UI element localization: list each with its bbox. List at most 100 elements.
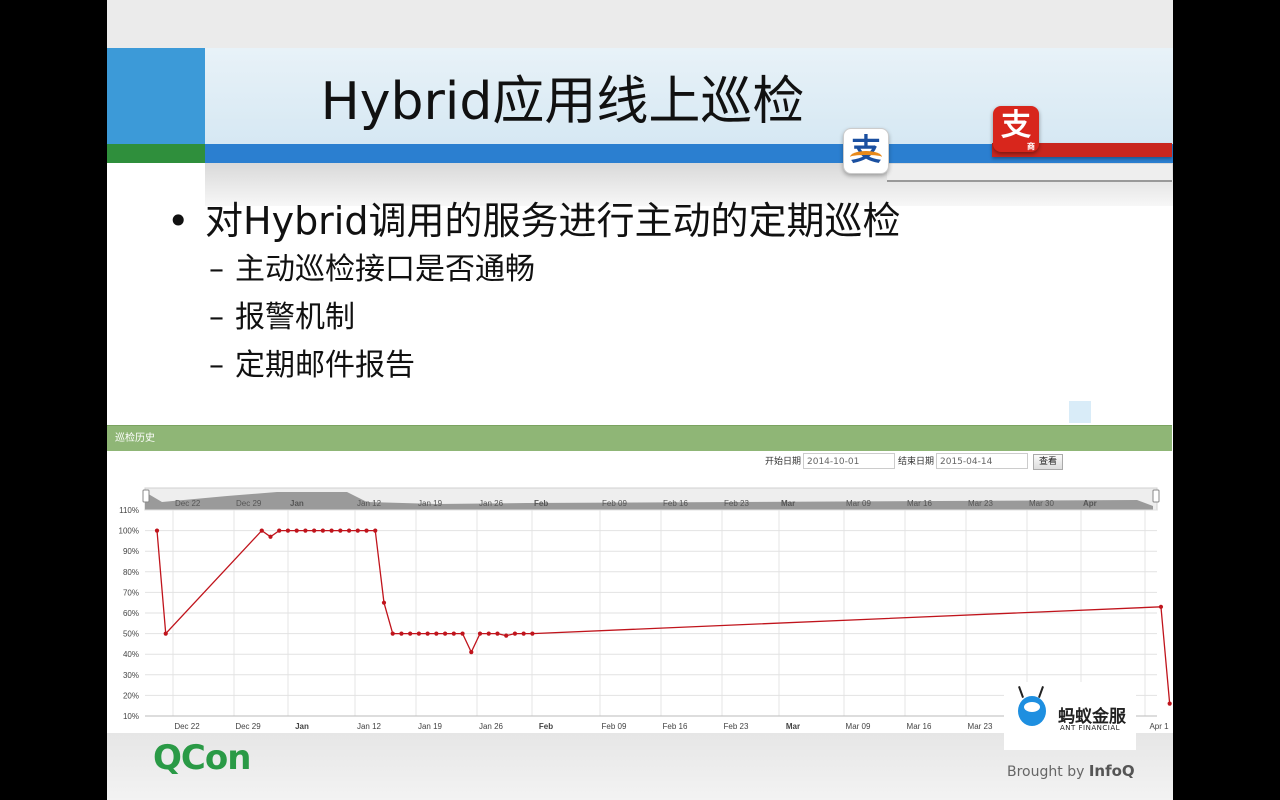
data-point: [416, 631, 421, 636]
start-date-label: 开始日期: [765, 457, 802, 467]
end-date-label: 结束日期: [898, 457, 935, 467]
navigator-tick-label: Dec 22: [175, 499, 201, 508]
qcon-logo: QCon: [153, 738, 251, 778]
data-point: [294, 528, 299, 533]
navigator-tick-label: Feb 16: [663, 499, 688, 508]
data-point: [154, 528, 160, 533]
navigator-tick-label: Apr: [1083, 499, 1097, 508]
x-tick-label: Mar 16: [907, 722, 932, 731]
data-point: [277, 528, 282, 533]
data-point: [303, 528, 308, 533]
x-tick-label: Feb 16: [663, 722, 688, 731]
brought-by: Brought by InfoQ: [1007, 762, 1135, 780]
x-tick-label: Dec 29: [235, 722, 261, 731]
series-line: [156, 529, 1171, 704]
data-point: [373, 528, 378, 533]
bullet-list: • 对Hybrid调用的服务进行主动的定期巡检 – 主动巡检接口是否通畅 – 报警机制…: [167, 196, 901, 390]
bullet-main: • 对Hybrid调用的服务进行主动的定期巡检: [167, 199, 901, 243]
x-tick-label: Mar 09: [846, 722, 871, 731]
y-tick-label: 70%: [123, 588, 139, 597]
x-tick-label: Dec 22: [174, 722, 200, 731]
navigator-tick-label: Jan 19: [418, 499, 443, 508]
x-tick-label: Mar 23: [968, 722, 993, 731]
data-point: [329, 528, 334, 533]
data-point: [504, 633, 509, 638]
data-point: [381, 600, 387, 605]
data-point: [434, 631, 439, 636]
y-tick-label: 110%: [119, 506, 139, 515]
data-point: [486, 631, 491, 636]
end-date-input[interactable]: 2015-04-14: [936, 453, 1028, 469]
start-date-input[interactable]: 2014-10-01: [803, 453, 895, 469]
data-point: [355, 528, 360, 533]
data-point: [1167, 701, 1172, 706]
x-tick-label: Feb 09: [602, 722, 627, 731]
blue-stripe: [205, 144, 1173, 163]
data-point: [338, 528, 343, 533]
y-tick-label: 30%: [123, 671, 139, 680]
data-point: [408, 631, 413, 636]
navigator-handle-right: [1152, 489, 1160, 503]
y-tick-label: 40%: [123, 650, 139, 659]
navigator-tick-label: Mar: [781, 499, 795, 508]
navigator-tick-label: Mar 09: [846, 499, 871, 508]
ant-financial-logo: 蚂蚁金服 ANT FINANCIAL: [1004, 682, 1136, 750]
x-tick-label: Jan 12: [357, 722, 382, 731]
navigator-tick-label: Feb 09: [602, 499, 627, 508]
data-point: [512, 631, 518, 636]
navigator-tick-label: Mar 30: [1029, 499, 1054, 508]
navigator-area: [145, 492, 1153, 510]
data-point: [390, 631, 395, 636]
sub-bullet: – 定期邮件报告: [209, 348, 415, 383]
y-tick-label: 10%: [123, 712, 139, 721]
alipay-white-logo: 支: [843, 128, 889, 174]
data-point: [425, 631, 430, 636]
navigator-tick-label: Feb 23: [724, 499, 749, 508]
navigator-tick-label: Mar 23: [968, 499, 993, 508]
panel-header: 巡检历史: [107, 425, 1172, 451]
data-point: [312, 528, 317, 533]
title-band-left: [107, 48, 205, 144]
navigator-tick-label: Feb: [534, 499, 548, 508]
y-tick-label: 50%: [123, 630, 139, 639]
navigator-handle-left: [142, 489, 150, 503]
navigator-tick-label: Jan 12: [357, 499, 382, 508]
footer: [107, 733, 1173, 800]
y-tick-label: 80%: [123, 568, 139, 577]
data-point: [259, 528, 264, 533]
sub-bullet: – 报警机制: [209, 300, 355, 335]
data-point: [530, 631, 535, 636]
y-tick-label: 60%: [123, 609, 139, 618]
data-point: [469, 650, 474, 655]
data-point: [268, 534, 273, 539]
inspection-chart: Dec 22 Dec 22 Dec 29 Dec 29 Jan Jan Jan 12 Jan …: [119, 487, 1172, 731]
x-tick-label: Feb: [539, 722, 553, 731]
top-margin: [107, 0, 1173, 48]
slide: Hybrid应用线上巡检 支商 支 • 对Hybrid调用的服务进行主动的定期巡检…: [107, 0, 1173, 800]
x-tick-label: Feb 23: [724, 722, 749, 731]
x-tick-label: Jan 19: [418, 722, 443, 731]
y-tick-label: 90%: [123, 547, 139, 556]
data-point: [320, 528, 325, 533]
data-point: [399, 631, 404, 636]
sub-bullet: – 主动巡检接口是否通畅: [209, 252, 535, 287]
navigator-tick-label: Mar 16: [907, 499, 932, 508]
gray-accent-bar: [887, 164, 1172, 182]
data-point: [1158, 604, 1164, 609]
decor-square: [1069, 401, 1091, 423]
data-point: [477, 631, 483, 636]
data-point: [163, 631, 168, 636]
data-point: [364, 528, 369, 533]
navigator-tick-label: Jan 26: [479, 499, 504, 508]
navigator-tick-label: Jan: [290, 499, 304, 508]
slide-title: Hybrid应用线上巡检: [320, 72, 805, 132]
query-button[interactable]: 查看: [1033, 454, 1063, 470]
data-point: [285, 528, 291, 533]
x-tick-label: Apr 1: [1149, 722, 1169, 731]
green-stripe: [107, 144, 205, 163]
data-point: [346, 528, 352, 533]
navigator-tick-label: Dec 29: [236, 499, 262, 508]
y-tick-label: 100%: [119, 527, 139, 536]
x-tick-label: Jan 26: [479, 722, 504, 731]
data-point: [495, 631, 500, 636]
